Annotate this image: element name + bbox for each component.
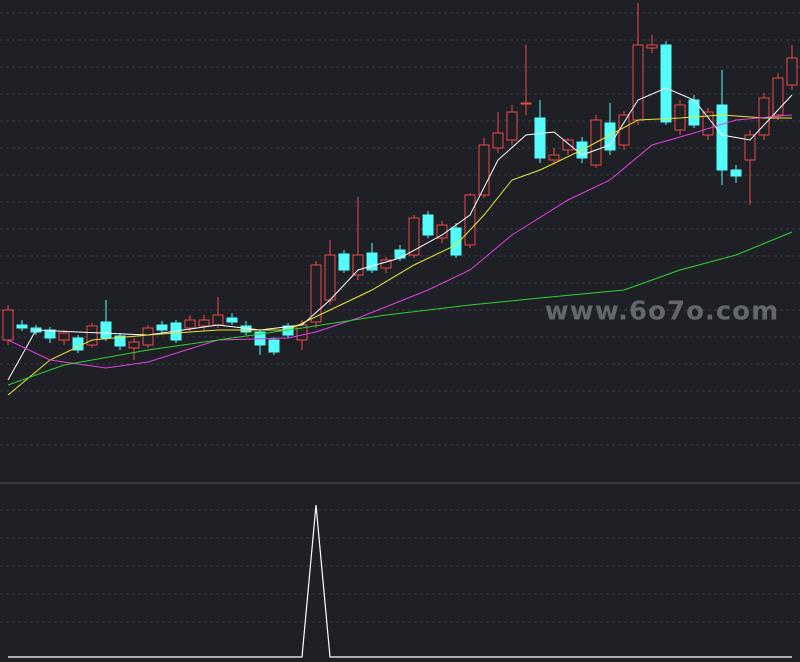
candle-body — [100, 321, 112, 339]
candle-body — [520, 102, 532, 105]
candle-body — [44, 329, 56, 339]
candle-body — [268, 339, 280, 353]
candle-body — [646, 44, 658, 49]
candle-body — [212, 314, 224, 326]
candle-body — [352, 254, 364, 276]
candle-body — [142, 327, 154, 346]
candle-body — [492, 132, 504, 149]
candle-body — [156, 324, 168, 331]
candle-body — [772, 77, 784, 116]
candle-body — [758, 97, 770, 136]
candle-body — [2, 309, 14, 341]
candle-body — [618, 114, 630, 146]
candle-body — [338, 253, 350, 271]
candle-body — [394, 249, 406, 259]
candle-body — [310, 264, 322, 323]
candle-body — [422, 214, 434, 236]
grid — [0, 12, 800, 623]
candle-body — [436, 224, 448, 239]
candle-body — [730, 169, 742, 177]
candle-body — [16, 324, 28, 329]
candle-body — [660, 44, 672, 123]
candle-body — [86, 325, 98, 346]
indicator-line — [8, 504, 792, 658]
candle-body — [716, 104, 728, 171]
candle-body — [450, 227, 462, 256]
candle-body — [548, 154, 560, 161]
moving-average-line — [7, 231, 793, 386]
candle-body — [226, 317, 238, 323]
candle-body — [366, 252, 378, 271]
candle-body — [786, 57, 798, 86]
candle-body — [464, 194, 476, 246]
candle-body — [58, 332, 70, 341]
candle-body — [128, 341, 140, 349]
candle-body — [562, 139, 574, 151]
candle-body — [744, 134, 756, 161]
candle-body — [380, 259, 392, 269]
moving-average-line — [7, 114, 792, 396]
watermark: www.6o7o.com — [545, 297, 779, 327]
candle-body — [478, 144, 490, 196]
candle-body — [184, 319, 196, 329]
moving-average-line — [7, 87, 793, 381]
candle-body — [534, 117, 546, 159]
candle-body — [324, 254, 336, 301]
candle-body — [408, 217, 420, 256]
candle-body — [198, 319, 210, 327]
candle-body — [632, 44, 644, 121]
candle-body — [506, 111, 518, 141]
moving-average-line — [7, 114, 793, 369]
candle-body — [114, 335, 126, 347]
